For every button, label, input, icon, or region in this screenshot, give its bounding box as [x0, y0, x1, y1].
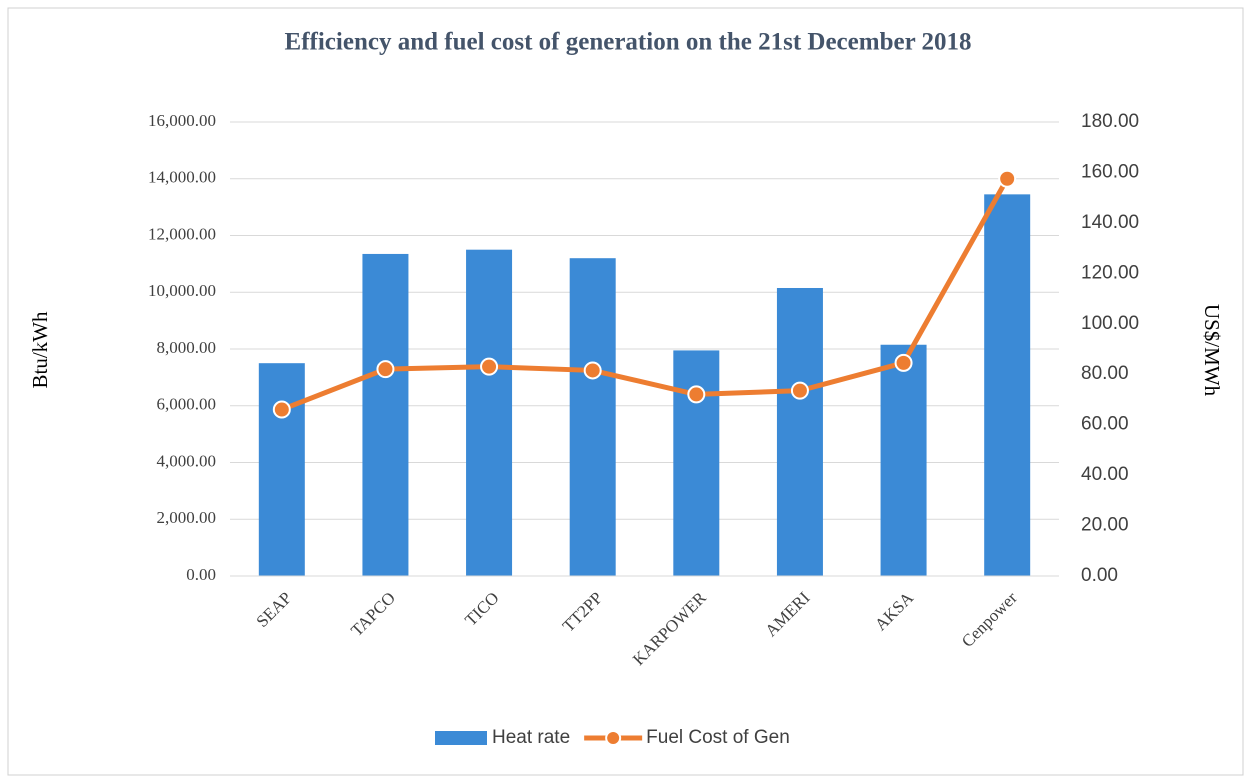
y-tick-label: 8,000.00 [157, 338, 217, 357]
line-marker [687, 385, 706, 404]
legend-swatch [435, 731, 487, 745]
y2-tick-label: 160.00 [1081, 161, 1139, 182]
line-marker [790, 381, 809, 400]
y-axis-label: Btu/kWh [28, 311, 52, 388]
y2-tick-label: 40.00 [1081, 464, 1129, 485]
chart-frame [7, 7, 1244, 776]
bar [880, 344, 927, 576]
bar [362, 253, 409, 576]
y-tick-label: 14,000.00 [148, 168, 216, 187]
y2-tick-label: 140.00 [1081, 212, 1139, 233]
line-marker [583, 361, 602, 380]
bar [776, 287, 823, 576]
bar [258, 363, 305, 576]
line-marker [894, 353, 913, 372]
y2-tick-label: 20.00 [1081, 515, 1129, 536]
bar [673, 350, 720, 576]
y2-tick-label: 100.00 [1081, 313, 1139, 334]
line-marker [272, 400, 291, 419]
y-tick-label: 2,000.00 [157, 508, 217, 527]
line [280, 177, 1010, 412]
legend-label: Fuel Cost of Gen [646, 727, 790, 748]
y-tick-label: 10,000.00 [148, 281, 216, 300]
y2-tick-label: 120.00 [1081, 262, 1139, 283]
line-marker [998, 169, 1017, 188]
y-tick-label: 16,000.00 [148, 111, 216, 130]
y-tick-label: 12,000.00 [148, 224, 216, 243]
y2-tick-label: 60.00 [1081, 414, 1129, 435]
y-tick-label: 0.00 [186, 565, 216, 584]
bar [569, 258, 616, 576]
chart-title: Efficiency and fuel cost of generation o… [285, 29, 972, 56]
y2-tick-label: 180.00 [1081, 111, 1139, 132]
y-tick-label: 6,000.00 [157, 395, 217, 414]
bar [466, 249, 513, 576]
y2-axis-label: US$/MWh [1200, 304, 1224, 397]
line-marker [376, 360, 395, 379]
y-tick-label: 4,000.00 [157, 451, 217, 470]
y2-tick-label: 80.00 [1081, 363, 1129, 384]
line-marker [480, 357, 499, 376]
y2-tick-label: 0.00 [1081, 565, 1118, 586]
bar [984, 194, 1031, 576]
legend-label: Heat rate [492, 727, 570, 748]
legend-swatch-marker [605, 730, 622, 746]
